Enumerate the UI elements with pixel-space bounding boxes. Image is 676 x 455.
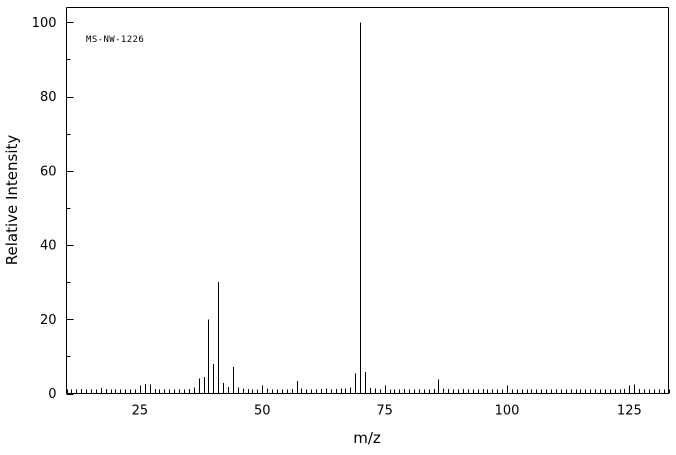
- x-tick-label: 50: [254, 404, 271, 419]
- spectrum-peaks: [75, 22, 661, 394]
- sample-id-annotation: MS-NW-1226: [86, 35, 144, 45]
- y-tick-label: 80: [40, 90, 57, 105]
- x-tick-label: 25: [132, 404, 149, 419]
- x-axis-ticks: 25 50 75 100 125: [67, 385, 670, 419]
- y-tick-label: 0: [48, 387, 56, 402]
- x-tick-label: 100: [495, 404, 520, 419]
- y-axis-ticks: 0 20 40 60 80 100: [32, 16, 74, 402]
- x-tick-label: 75: [376, 404, 393, 419]
- y-tick-label: 40: [40, 239, 57, 254]
- x-tick-label: 125: [617, 404, 642, 419]
- x-axis-title: m/z: [353, 429, 381, 447]
- plot-frame: [66, 7, 669, 394]
- y-axis-title: Relative Intensity: [3, 135, 21, 266]
- y-tick-label: 20: [40, 313, 57, 328]
- y-tick-label: 100: [32, 16, 57, 31]
- y-tick-label: 60: [40, 164, 57, 179]
